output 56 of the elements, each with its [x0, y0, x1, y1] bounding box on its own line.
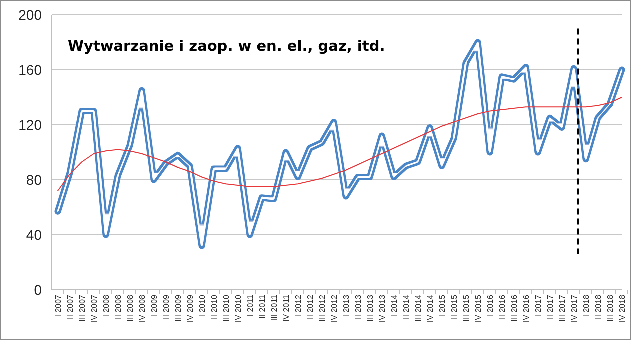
- x-tick-label: III 2009: [174, 294, 183, 322]
- x-tick-label: II 2014: [402, 294, 411, 320]
- y-tick-label: 160: [18, 62, 42, 78]
- x-tick-label: II 2007: [66, 294, 75, 320]
- x-tick-label: IV 2016: [522, 294, 531, 323]
- x-tick-label: III 2011: [270, 294, 279, 322]
- x-tick-label: I 2012: [294, 294, 303, 318]
- x-tick-label: IV 2008: [138, 294, 147, 323]
- x-tick-label: IV 2009: [186, 294, 195, 323]
- x-tick-label: I 2014: [390, 294, 399, 318]
- text: Wytwarzanie i zaop. w en. el., gaz, itd.: [68, 39, 386, 55]
- x-tick-label: I 2018: [582, 294, 591, 318]
- x-tick-label: III 2018: [606, 294, 615, 322]
- x-tick-label: II 2009: [162, 294, 171, 320]
- x-tick-label: II 2008: [114, 294, 123, 320]
- x-tick-label: I 2007: [54, 294, 63, 318]
- line-series: [58, 97, 622, 192]
- x-tick-label: IV 2017: [570, 294, 579, 323]
- x-tick-label: I 2010: [198, 294, 207, 318]
- x-tick-label: IV 2012: [330, 294, 339, 323]
- y-tick-label: 40: [26, 226, 42, 243]
- y-tick-label: 0: [34, 282, 42, 298]
- x-tick-label: I 2016: [486, 294, 495, 318]
- x-tick-label: III 2016: [510, 294, 519, 322]
- x-tick-label: I 2008: [102, 294, 111, 318]
- x-tick-label: IV 2011: [282, 294, 291, 322]
- x-tick-label: IV 2013: [378, 294, 387, 323]
- x-tick-label: II 2010: [210, 294, 219, 320]
- x-tick-label: I 2009: [150, 294, 159, 318]
- x-tick-label: IV 2014: [426, 294, 435, 323]
- x-tick-label: II 2015: [450, 294, 459, 320]
- x-tick-label: III 2010: [222, 294, 231, 322]
- x-tick-label: II 2018: [594, 294, 603, 320]
- x-tick-label: III 2017: [558, 294, 567, 322]
- x-tick-label: IV 2018: [618, 294, 627, 323]
- x-tick-label: III 2014: [414, 294, 423, 322]
- x-tick-label: III 2007: [78, 294, 87, 322]
- x-tick-label: II 2011: [258, 294, 267, 319]
- x-tick-label: III 2008: [126, 294, 135, 322]
- y-tick-label: 120: [18, 116, 42, 133]
- x-tick-label: II 2017: [546, 294, 555, 320]
- x-tick-label: II 2016: [498, 294, 507, 320]
- x-tick-label: IV 2015: [474, 294, 483, 323]
- x-tick-label: I 2013: [342, 294, 351, 318]
- x-tick-label: II 2013: [354, 294, 363, 320]
- x-tick-label: III 2015: [462, 294, 471, 322]
- x-tick-label: I 2011: [246, 294, 255, 317]
- x-tick-label: IV 2007: [90, 294, 99, 323]
- x-tick-label: III 2012: [318, 294, 327, 322]
- y-tick-label: 80: [26, 172, 42, 188]
- x-tick-label: III 2013: [366, 294, 375, 322]
- x-tick-label: IV 2010: [234, 294, 243, 323]
- x-tick-label: I 2015: [438, 294, 447, 318]
- x-tick-label: I 2017: [534, 294, 543, 318]
- y-tick-label: 200: [18, 6, 42, 23]
- x-tick-label: II 2012: [306, 294, 315, 320]
